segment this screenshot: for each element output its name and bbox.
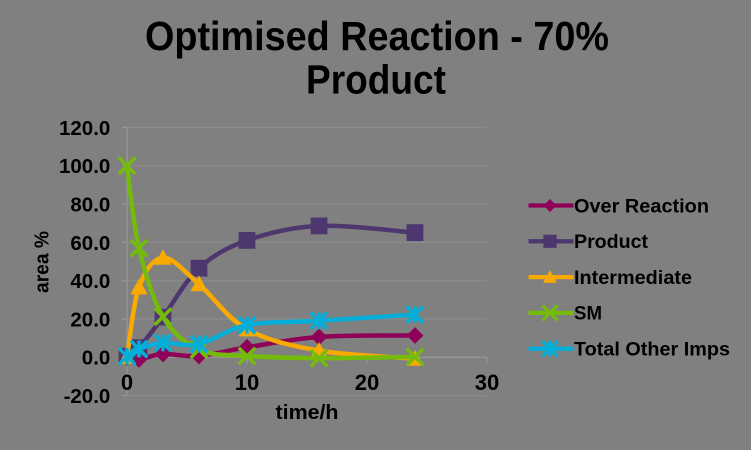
- svg-text:40.0: 40.0: [70, 270, 110, 293]
- svg-text:0: 0: [121, 370, 133, 395]
- svg-text:80.0: 80.0: [70, 193, 110, 216]
- svg-text:Product: Product: [574, 232, 649, 253]
- svg-text:20.0: 20.0: [70, 308, 110, 331]
- svg-text:0.0: 0.0: [82, 347, 111, 370]
- svg-text:SM: SM: [574, 304, 602, 325]
- svg-text:time/h: time/h: [276, 402, 339, 424]
- svg-text:60.0: 60.0: [70, 232, 110, 255]
- svg-text:120.0: 120.0: [59, 117, 110, 140]
- svg-text:30: 30: [475, 370, 499, 395]
- svg-text:Optimised Reaction - 70%: Optimised Reaction - 70%: [145, 13, 609, 59]
- svg-text:Total Other Imps: Total Other Imps: [574, 340, 730, 361]
- svg-text:area %: area %: [32, 231, 54, 293]
- svg-text:-20.0: -20.0: [64, 385, 111, 408]
- svg-text:10: 10: [235, 370, 259, 395]
- svg-text:100.0: 100.0: [59, 155, 110, 178]
- svg-text:Product: Product: [306, 57, 446, 103]
- svg-text:20: 20: [355, 370, 379, 395]
- svg-text:Over Reaction: Over Reaction: [574, 196, 709, 217]
- svg-text:Intermediate: Intermediate: [574, 268, 692, 289]
